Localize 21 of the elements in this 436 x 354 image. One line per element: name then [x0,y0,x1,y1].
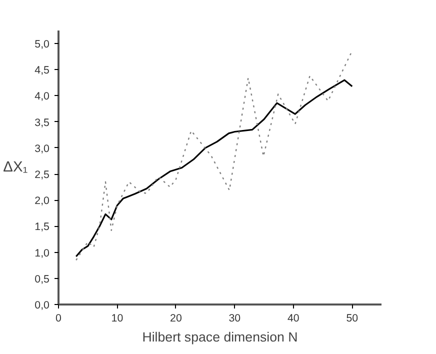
x-tick-label: 20 [170,312,182,324]
x-tick-label: 30 [228,312,241,324]
y-tick-label: 3,0 [34,142,50,155]
x-tick-label: 50 [346,312,358,324]
x-tick-label: 0 [56,312,62,324]
y-axis-title: ΔX₁ [3,160,28,176]
y-tick-label: 1,0 [34,247,50,260]
x-tick-label: 10 [111,312,124,324]
line-series [76,50,353,261]
y-tick-label: 0,0 [34,300,50,312]
y-tick-label: 0,5 [34,273,50,286]
y-tick-label: 5,0 [34,38,50,51]
x-tick-label: 40 [287,312,300,324]
x-axis-title: Hilbert space dimension N [142,330,298,344]
y-tick-label: 4,5 [34,64,50,77]
line-series [75,79,353,258]
y-tick-label: 4,0 [34,90,50,103]
y-tick-label: 3,5 [34,116,50,129]
y-tick-label: 1,5 [34,221,50,234]
y-tick-label: 2,0 [34,195,50,208]
y-tick-label: 2,5 [34,169,50,182]
